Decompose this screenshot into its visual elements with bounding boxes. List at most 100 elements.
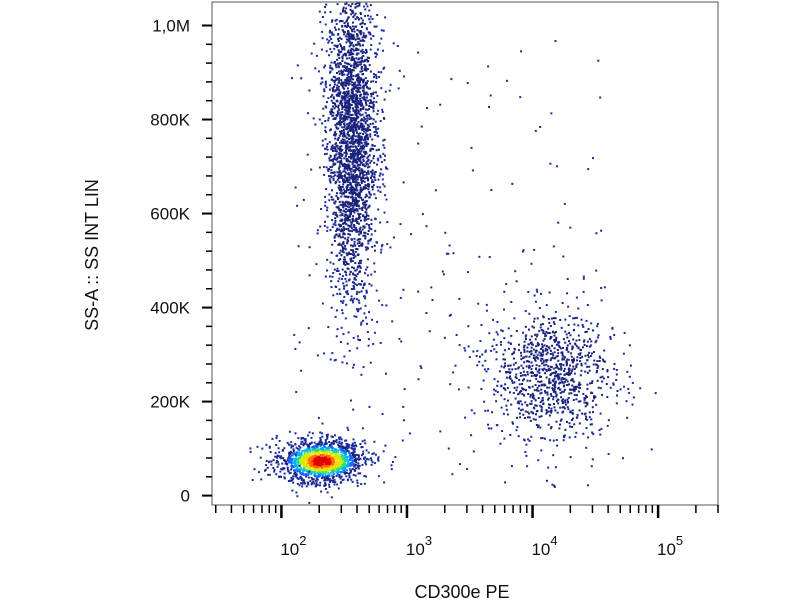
event-dot (361, 96, 364, 99)
event-dot (339, 150, 342, 153)
event-dot (333, 44, 336, 47)
event-dot (364, 52, 367, 55)
event-dot (344, 258, 346, 261)
event-dot (358, 270, 361, 273)
event-dot (323, 470, 326, 473)
event-dot (320, 48, 323, 51)
event-dot (350, 13, 353, 16)
event-dot (363, 137, 366, 140)
event-dot (561, 354, 564, 357)
event-dot (353, 170, 356, 173)
event-dot (531, 343, 534, 346)
event-dot (359, 157, 362, 160)
event-dot (363, 231, 366, 234)
event-dot (289, 453, 291, 456)
event-dot (338, 169, 341, 172)
event-dot (339, 51, 342, 54)
event-dot (568, 340, 570, 343)
event-dot (360, 104, 363, 107)
event-dot (309, 464, 312, 467)
event-dot (321, 477, 324, 480)
event-dot (350, 73, 353, 76)
event-dot (347, 239, 350, 242)
event-dot (335, 456, 338, 458)
event-dot (348, 100, 351, 103)
event-dot (530, 374, 533, 377)
event-dot (345, 210, 347, 213)
event-dot (305, 449, 308, 452)
event-dot (332, 79, 335, 82)
event-dot (358, 215, 361, 218)
event-dot (329, 464, 332, 467)
event-dot (536, 317, 539, 320)
event-dot (359, 230, 362, 233)
event-dot (552, 384, 555, 387)
event-dot (557, 377, 560, 380)
event-dot (495, 424, 498, 427)
event-dot (545, 412, 548, 415)
event-dot (595, 363, 597, 366)
event-dot (538, 384, 541, 387)
event-dot (364, 205, 367, 207)
event-dot (373, 131, 376, 134)
event-dot (561, 352, 564, 355)
event-dot (342, 445, 345, 448)
event-dot (367, 214, 370, 217)
event-dot (333, 85, 335, 88)
event-dot (339, 130, 341, 133)
event-dot (527, 416, 529, 419)
event-dot (288, 443, 291, 446)
event-dot (599, 387, 602, 390)
event-dot (402, 405, 405, 408)
event-dot (349, 80, 352, 83)
event-dot (377, 127, 380, 130)
event-dot (335, 439, 338, 441)
event-dot (336, 192, 338, 195)
event-dot (535, 424, 538, 426)
event-dot (512, 357, 515, 360)
event-dot (324, 138, 327, 141)
event-dot (350, 49, 353, 52)
event-dot (345, 163, 348, 166)
event-dot (359, 119, 362, 122)
event-dot (295, 446, 298, 449)
event-dot (344, 79, 347, 81)
event-dot (339, 211, 342, 214)
event-dot (315, 458, 318, 461)
event-dot (357, 133, 360, 136)
event-dot (342, 242, 345, 245)
event-dot (343, 285, 346, 288)
event-dot (368, 125, 371, 128)
event-dot (347, 267, 350, 270)
event-dot (574, 435, 577, 438)
event-dot (340, 188, 342, 191)
event-dot (336, 72, 338, 74)
event-dot (519, 374, 522, 377)
event-dot (335, 150, 338, 153)
event-dot (362, 106, 365, 109)
event-dot (371, 185, 374, 188)
event-dot (598, 355, 601, 358)
event-dot (317, 462, 320, 465)
event-dot (370, 284, 373, 287)
event-dot (338, 228, 341, 231)
event-dot (359, 443, 362, 445)
event-dot (338, 153, 341, 156)
event-dot (343, 295, 346, 298)
event-dot (322, 166, 325, 169)
event-dot (300, 436, 303, 439)
event-dot (365, 108, 367, 111)
event-dot (340, 186, 342, 188)
event-dot (562, 400, 564, 403)
event-dot (514, 397, 517, 400)
event-dot (526, 346, 529, 349)
event-dot (380, 29, 383, 32)
event-dot (526, 350, 529, 353)
event-dot (353, 190, 356, 193)
event-dot (352, 215, 355, 218)
event-dot (336, 156, 339, 159)
event-dot (353, 60, 356, 63)
event-dot (349, 212, 352, 215)
event-dot (564, 341, 567, 344)
event-dot (275, 461, 278, 464)
